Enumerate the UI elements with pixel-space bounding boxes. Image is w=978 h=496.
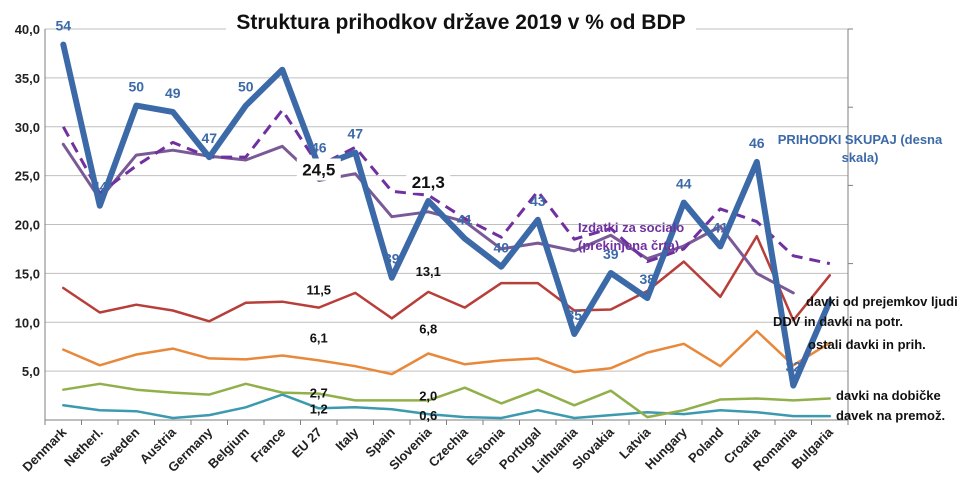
annotation-background (406, 170, 451, 193)
y-tick-label: 40,0 (15, 22, 40, 37)
value-annotation: 0,6 (419, 408, 437, 423)
legend-prihodki-1: PRIHODKI SKUPAJ (desna (778, 132, 943, 147)
series-line-2 (61, 142, 795, 295)
gridlines (45, 28, 848, 372)
prihodki-data-label: 47 (201, 130, 217, 146)
prihodki-data-label: 50 (128, 79, 144, 95)
title-background (226, 7, 696, 35)
chart-title-group: Struktura prihodkov države 2019 v % od B… (226, 7, 696, 35)
x-tick-label: Poland (685, 424, 726, 465)
prihodki-data-label: 46 (311, 140, 327, 156)
x-tick-label: Italy (332, 424, 362, 454)
legend-prejemki: davki od prejemkov ljudi (806, 294, 958, 309)
series-line-5 (62, 382, 832, 419)
legend-ddv: DDV in davki na potr. (773, 314, 903, 329)
prihodki-data-label: 39 (384, 251, 400, 267)
legend-labels: PRIHODKI SKUPAJ (desna skala) Izdatki za s… (578, 132, 958, 423)
x-tick-label: Bulgaria (788, 424, 836, 472)
series-line-4 (62, 329, 832, 376)
value-annotation: 13,1 (416, 264, 441, 279)
x-tick-label: Denmark (19, 424, 69, 474)
y-tick-labels: 40,0 35,0 30,0 25,0 20,0 15,0 10,0 5,0 (15, 22, 40, 379)
value-annotation: 21,3 (412, 173, 445, 192)
y-tick-label: 15,0 (15, 266, 40, 281)
prihodki-data-label: 49 (165, 85, 181, 101)
x-tick-label: EU 27 (289, 425, 325, 461)
x-tick-label: France (248, 425, 289, 466)
prihodki-data-label: 47 (347, 126, 363, 142)
value-annotation: 2,0 (419, 388, 437, 403)
value-annotation: 2,7 (310, 386, 328, 401)
prihodki-data-label: 43 (530, 193, 546, 209)
x-tick-label: Belgium (205, 425, 252, 472)
prihodki-data-label: 38 (639, 271, 655, 287)
value-annotation: 11,5 (306, 283, 331, 298)
prihodki-data-label: 44 (676, 176, 692, 192)
prihodki-data-label: 39 (603, 246, 619, 262)
y-tick-label: 20,0 (15, 218, 40, 233)
series-lines (60, 41, 833, 420)
legend-prihodki-2: skala) (842, 150, 879, 165)
prihodki-data-label: 40 (493, 240, 509, 256)
prihodki-data-labels: 54 44 50 49 47 50 46 47 39 41 40 43 35 39 38 44 41 46 32 (55, 18, 801, 375)
prihodki-data-label: 46 (749, 135, 765, 151)
prihodki-data-label: 41 (457, 212, 473, 228)
axes (44, 28, 853, 425)
value-annotation: 6,1 (310, 330, 328, 345)
x-tick-label: Czechia (426, 424, 472, 470)
y-tick-label: 30,0 (15, 120, 40, 135)
chart-title: Struktura prihodkov države 2019 v % od B… (236, 11, 685, 34)
y-tick-label: 25,0 (15, 169, 40, 184)
x-tick-label: Sweden (97, 424, 142, 469)
legend-ostali: ostali davki in prih. (808, 337, 926, 352)
series-line-3 (62, 234, 832, 323)
value-annotation: 6,8 (419, 322, 437, 337)
series-line-6 (62, 393, 832, 420)
x-tick-labels: DenmarkNetherl.SwedenAustriaGermanyBelgi… (19, 424, 836, 476)
prihodki-data-label: 35 (566, 307, 582, 323)
y-tick-label: 35,0 (15, 71, 40, 86)
y-tick-label: 10,0 (15, 315, 40, 330)
prihodki-data-label: 50 (238, 79, 254, 95)
y-tick-label: 5,0 (22, 364, 40, 379)
prihodki-data-label: 44 (92, 179, 108, 195)
prihodki-data-label: 41 (712, 219, 728, 235)
value-annotation: 1,2 (310, 401, 328, 416)
annotation-background (296, 158, 341, 181)
legend-premoz: davek na premož. (836, 408, 945, 423)
legend-dobicki: davki na dobičke (836, 388, 941, 403)
prihodki-data-label: 54 (55, 18, 71, 34)
value-annotation: 24,5 (302, 161, 335, 180)
legend-socialo-1: Izdatki za socialo (578, 220, 684, 235)
series-line-0 (60, 41, 833, 389)
prihodki-data-label: 32 (785, 359, 801, 375)
series-line-1 (61, 108, 831, 266)
legend-socialo-2: (prekinjena črta) (578, 238, 679, 253)
annotations: 24,5 21,3 11,5 13,1 6,1 6,8 2,71,2 2,0 0,6 (296, 158, 451, 423)
